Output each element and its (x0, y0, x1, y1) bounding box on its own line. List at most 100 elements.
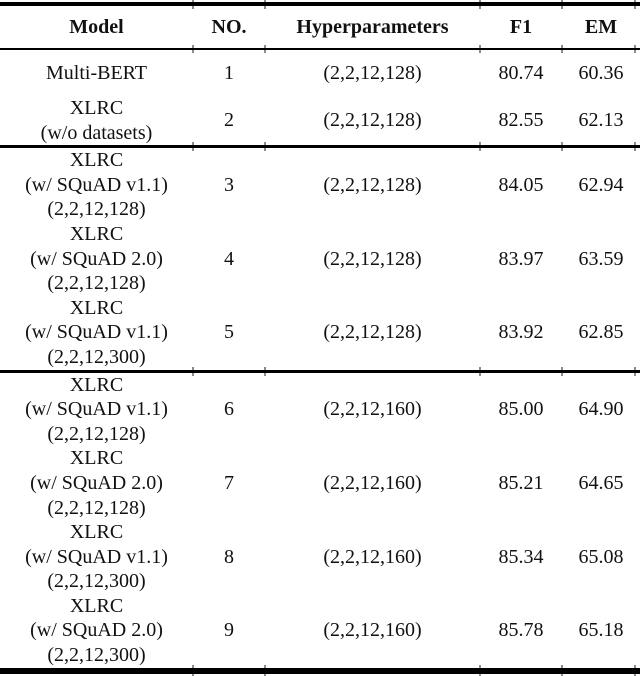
model-cell: XLRC (w/ SQuAD v1.1) (2,2,12,128) (0, 148, 193, 222)
table-header-row: Model NO. Hyperparameters F1 EM (0, 6, 640, 48)
model-cell: Multi-BERT (0, 61, 193, 86)
column-separator-tick (561, 45, 563, 53)
no-cell: 4 (224, 247, 234, 270)
hyperparameters-cell: (2,2,12,128) (323, 173, 422, 196)
model-line: (2,2,12,128) (47, 198, 146, 221)
column-separator-tick (192, 0, 194, 9)
table-bottom-rule (0, 664, 640, 676)
column-separator-tick (561, 366, 563, 376)
model-cell: XLRC (w/ SQuAD v1.1) (2,2,12,300) (0, 520, 193, 594)
model-line: XLRC (69, 447, 124, 470)
column-separator-tick (479, 142, 481, 152)
model-line: XLRC (69, 296, 124, 319)
column-separator-tick (264, 45, 266, 53)
hyperparameters-cell: (2,2,12,128) (323, 321, 422, 344)
model-line: XLRC (69, 521, 124, 544)
table-row: XLRC (w/ SQuAD v1.1) (2,2,12,128) 3 (2,2,1… (0, 148, 640, 222)
hyperparameters-cell: (2,2,12,128) (323, 61, 422, 84)
f1-cell: 80.74 (498, 61, 544, 84)
group-separator-rule (0, 142, 640, 152)
f1-cell: 82.55 (498, 109, 544, 132)
model-cell: XLRC (w/ SQuAD v1.1) (2,2,12,128) (0, 373, 193, 447)
no-cell: 5 (224, 321, 234, 344)
column-header-model: Model (69, 15, 124, 38)
table-row: XLRC (w/ SQuAD 2.0) (2,2,12,128) 7 (2,2,12… (0, 446, 640, 520)
table-body: Multi-BERT 1 (2,2,12,128) 80.74 60.36 XL… (0, 50, 640, 676)
model-line: XLRC (69, 97, 124, 119)
model-cell: XLRC (w/ SQuAD v1.1) (2,2,12,300) (0, 296, 193, 370)
hyperparameters-cell: (2,2,12,160) (323, 545, 422, 568)
column-separator-tick (264, 0, 266, 9)
em-cell: 62.94 (578, 173, 624, 196)
model-line: (w/ SQuAD v1.1) (25, 398, 168, 421)
column-header-hyperparameters: Hyperparameters (296, 15, 449, 38)
no-cell: 6 (224, 398, 234, 421)
model-line: XLRC (69, 222, 124, 245)
no-cell: 7 (224, 471, 234, 494)
no-cell: 2 (224, 109, 234, 132)
f1-cell: 85.21 (498, 471, 544, 494)
column-separator-tick (634, 142, 636, 152)
column-separator-tick (264, 142, 266, 152)
em-cell: 64.65 (578, 471, 624, 494)
column-separator-tick (192, 366, 194, 376)
column-header-em: EM (584, 15, 618, 38)
table-row: XLRC (w/ SQuAD v1.1) (2,2,12,300) 8 (2,2,1… (0, 520, 640, 594)
table-top-rule (0, 0, 640, 9)
model-line: (2,2,12,300) (47, 570, 146, 593)
column-separator-tick (192, 142, 194, 152)
column-separator-tick (634, 664, 636, 676)
model-line: (2,2,12,300) (47, 644, 146, 667)
hyperparameters-cell: (2,2,12,160) (323, 471, 422, 494)
column-separator-tick (479, 0, 481, 9)
model-cell: XLRC (w/o datasets) (0, 96, 193, 145)
column-separator-tick (561, 142, 563, 152)
model-line: (w/ SQuAD v1.1) (25, 321, 168, 344)
model-cell: XLRC (w/ SQuAD 2.0) (2,2,12,128) (0, 222, 193, 296)
column-header-no: NO. (211, 15, 247, 38)
model-line: (w/ SQuAD v1.1) (25, 173, 168, 196)
model-cell: XLRC (w/ SQuAD 2.0) (2,2,12,300) (0, 594, 193, 668)
table-row: Multi-BERT 1 (2,2,12,128) 80.74 60.36 (0, 50, 640, 96)
hyperparameters-cell: (2,2,12,128) (323, 247, 422, 270)
header-separator-rule (0, 45, 640, 53)
no-cell: 8 (224, 545, 234, 568)
model-line: XLRC (69, 373, 124, 396)
model-line: (w/ SQuAD 2.0) (30, 619, 163, 642)
em-cell: 62.85 (578, 321, 624, 344)
column-separator-tick (479, 366, 481, 376)
table-row: XLRC (w/ SQuAD v1.1) (2,2,12,128) 6 (2,2,1… (0, 373, 640, 447)
column-separator-tick (192, 664, 194, 676)
model-line: Multi-BERT (45, 61, 148, 84)
no-cell: 9 (224, 619, 234, 642)
em-cell: 60.36 (578, 61, 624, 84)
column-separator-tick (634, 0, 636, 9)
model-line: (w/ SQuAD 2.0) (30, 471, 163, 494)
column-separator-tick (634, 366, 636, 376)
model-line: (w/ SQuAD 2.0) (30, 247, 163, 270)
hyperparameters-cell: (2,2,12,160) (323, 619, 422, 642)
column-separator-tick (479, 45, 481, 53)
model-line: (w/o datasets) (40, 121, 153, 144)
model-line: XLRC (69, 594, 124, 617)
column-separator-tick (479, 664, 481, 676)
em-cell: 65.18 (578, 619, 624, 642)
model-line: (2,2,12,128) (47, 272, 146, 295)
f1-cell: 83.97 (498, 247, 544, 270)
no-cell: 1 (224, 61, 234, 84)
model-line: XLRC (69, 149, 124, 172)
model-line: (2,2,12,300) (47, 345, 146, 368)
em-cell: 62.13 (578, 109, 624, 132)
model-line: (2,2,12,128) (47, 422, 146, 445)
f1-cell: 85.34 (498, 545, 544, 568)
f1-cell: 85.00 (498, 398, 544, 421)
model-line: (w/ SQuAD v1.1) (25, 545, 168, 568)
table-row: XLRC (w/ SQuAD 2.0) (2,2,12,128) 4 (2,2,12… (0, 222, 640, 296)
column-separator-tick (634, 45, 636, 53)
table-row: XLRC (w/ SQuAD 2.0) (2,2,12,300) 9 (2,2,12… (0, 594, 640, 668)
em-cell: 64.90 (578, 398, 624, 421)
em-cell: 65.08 (578, 545, 624, 568)
em-cell: 63.59 (578, 247, 624, 270)
model-cell: XLRC (w/ SQuAD 2.0) (2,2,12,128) (0, 446, 193, 520)
